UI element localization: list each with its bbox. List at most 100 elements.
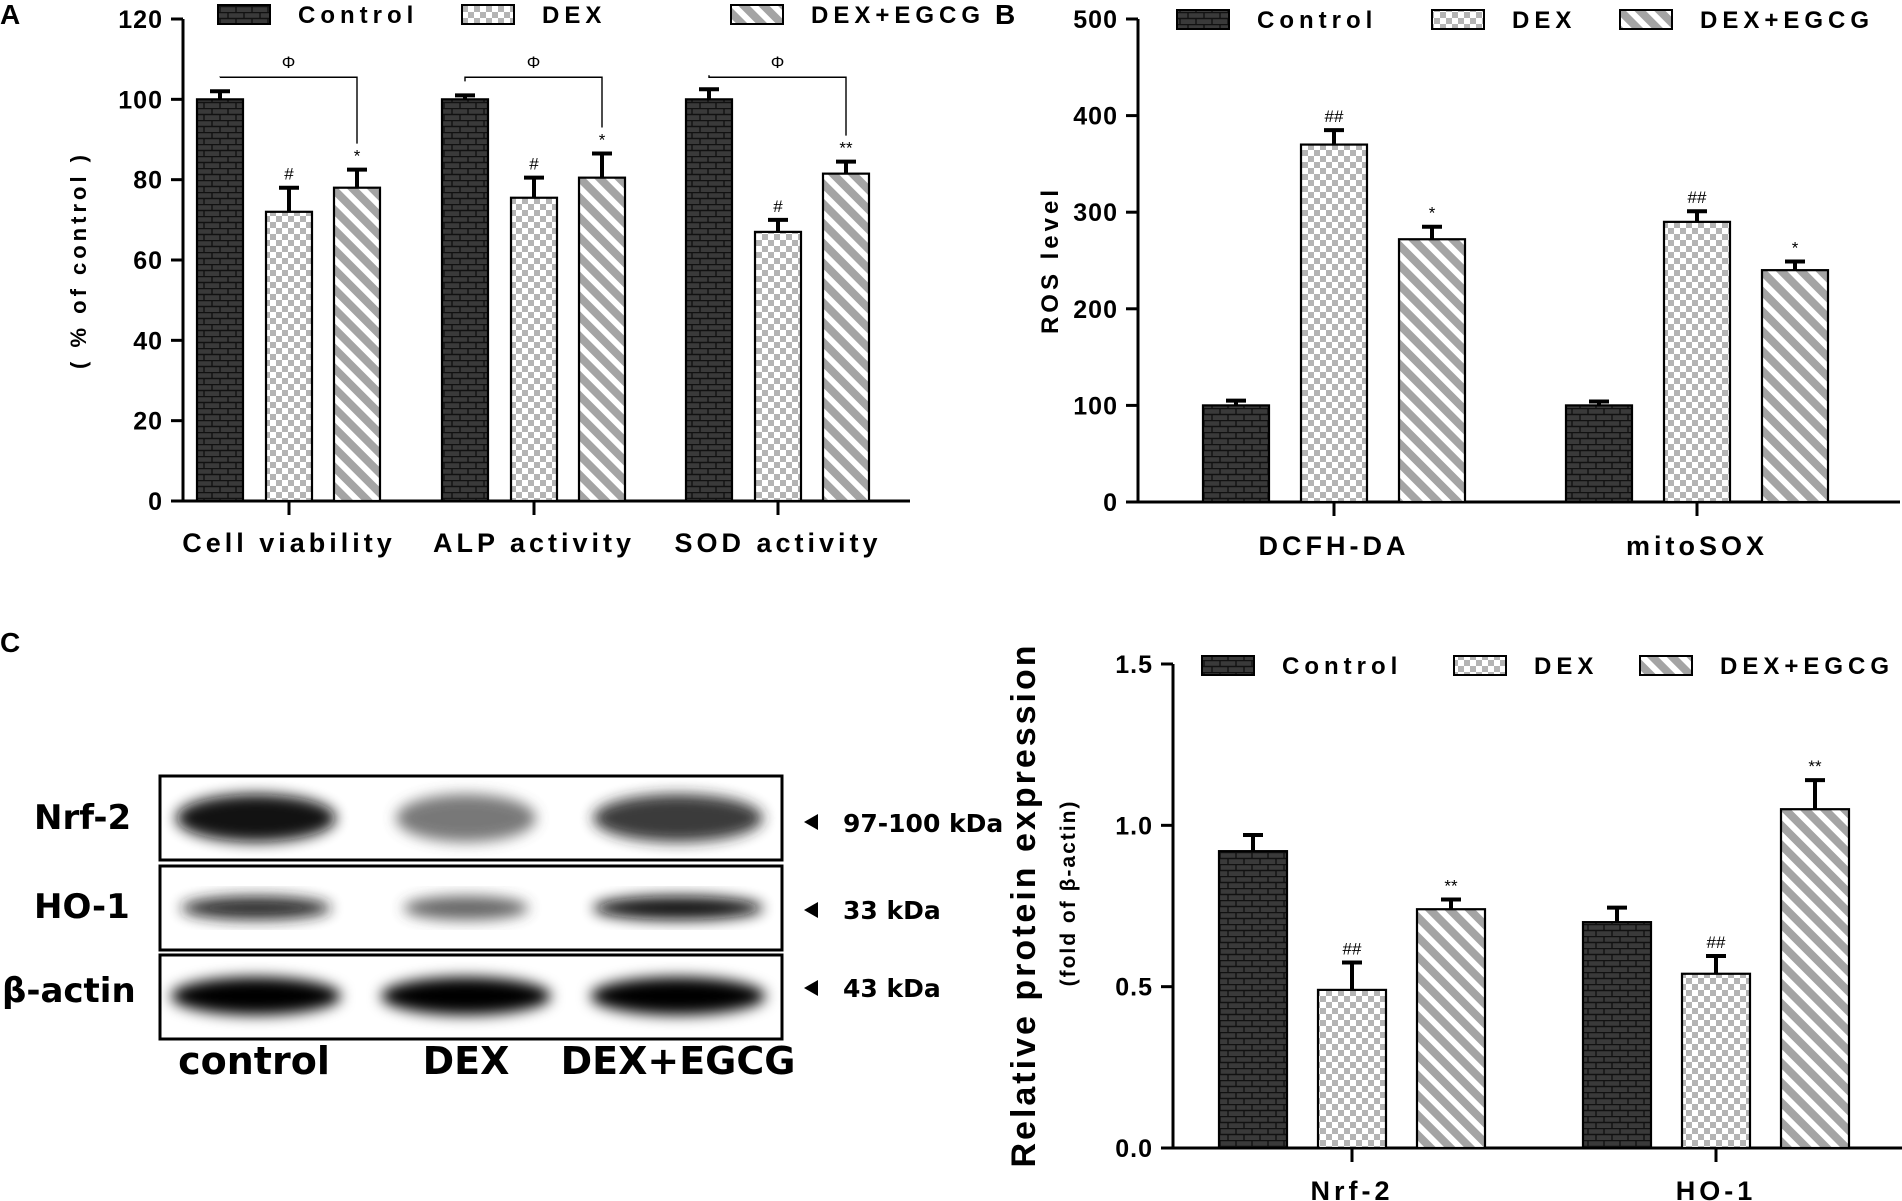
legend-label-dex: DEX	[1534, 653, 1598, 680]
blot-lane-dex-egcg: DEX+EGCG	[561, 1039, 796, 1083]
western-blot: Nrf-2 HO-1 β-actin 97-100 kDa 33 kDa 43 …	[2, 774, 1003, 1083]
bar-dex	[509, 196, 559, 503]
legend-swatch-control	[1176, 9, 1230, 30]
bar-control	[1217, 850, 1289, 1150]
bracket-marker: Φ	[771, 53, 785, 72]
blot-band	[593, 896, 763, 920]
y-tick-label: 500	[1073, 6, 1118, 34]
y-tick-label: 0.5	[1115, 974, 1153, 1002]
bar-dex-egcg	[1760, 269, 1830, 504]
blot-kda-nrf2: 97-100 kDa	[843, 809, 1003, 838]
legend-label-dex: DEX	[1512, 7, 1576, 34]
panel-label-a: A	[0, 0, 20, 30]
y-tick-label: 80	[133, 167, 163, 195]
significance-marker: #	[284, 165, 294, 184]
blot-band	[590, 977, 766, 1015]
bar-dex-egcg	[821, 172, 871, 503]
y-tick-label: 0	[1103, 489, 1118, 517]
y-tick-label: 200	[1073, 296, 1118, 324]
legend-label-dex-egcg: DEX+EGCG	[1720, 653, 1894, 680]
blot-band	[171, 977, 341, 1015]
y-tick-label: 1.0	[1115, 812, 1153, 840]
arrow-icon-ho1	[804, 902, 818, 918]
blot-row-label-ho1: HO-1	[34, 887, 130, 927]
significance-marker: **	[839, 139, 853, 158]
bar-control	[440, 98, 490, 503]
blot-kda-ho1: 33 kDa	[843, 896, 941, 925]
x-tick-label: mitoSOX	[1626, 531, 1768, 561]
significance-bracket	[708, 75, 847, 136]
chart-c: 0.0 0.5 1.0 1.5 Relative protein expression (…	[1005, 642, 1902, 1201]
significance-marker: ##	[1688, 188, 1707, 207]
y-tick-label: 120	[118, 6, 163, 34]
legend-label-dex: DEX	[542, 2, 606, 29]
bar-control	[1201, 404, 1271, 504]
bar-dex	[753, 230, 803, 503]
legend-label-dex-egcg: DEX+EGCG	[811, 2, 985, 29]
significance-bracket	[464, 76, 603, 128]
bar-dex	[1662, 220, 1732, 504]
legend-label-dex-egcg: DEX+EGCG	[1700, 7, 1874, 34]
panel-label-b: B	[995, 0, 1015, 30]
bar-dex	[1299, 143, 1369, 504]
y-tick-label: 100	[1073, 392, 1118, 420]
significance-marker: **	[1444, 877, 1458, 896]
significance-marker: ##	[1707, 933, 1726, 952]
y-tick-label: 0.0	[1115, 1135, 1153, 1163]
bracket-marker: Φ	[282, 53, 296, 72]
legend-swatch-control	[217, 4, 271, 25]
x-tick-label: HO-1	[1676, 1176, 1757, 1201]
blot-band	[381, 977, 551, 1015]
x-tick-label: ALP activity	[433, 528, 635, 558]
bar-dex-egcg	[1779, 808, 1851, 1150]
blot-bands	[171, 794, 766, 1015]
significance-marker: ##	[1343, 939, 1362, 958]
legend-swatch-dex-egcg	[730, 4, 784, 25]
significance-marker: #	[773, 197, 783, 216]
blot-band	[593, 794, 763, 842]
blot-lane-dex: DEX	[423, 1039, 510, 1083]
legend-label-control: Control	[1282, 653, 1402, 680]
y-tick-label: 1.5	[1115, 651, 1153, 679]
bracket-marker: Φ	[527, 53, 541, 72]
y-tick-label: 100	[118, 86, 163, 114]
y-axis-label: Relative protein expression	[1005, 642, 1043, 1167]
blot-band	[403, 896, 529, 920]
y-tick-label: 60	[133, 247, 163, 275]
bar-dex-egcg	[1397, 238, 1467, 504]
significance-marker: **	[1808, 757, 1822, 776]
legend-label-control: Control	[1257, 7, 1377, 34]
significance-marker: #	[529, 155, 539, 174]
y-tick-label: 300	[1073, 199, 1118, 227]
y-axis-label: ROS level	[1037, 186, 1064, 334]
bar-control	[195, 98, 245, 503]
significance-bracket	[219, 76, 358, 144]
legend-swatch-control	[1201, 655, 1255, 676]
blot-band	[176, 794, 336, 842]
bar-dex	[1680, 972, 1752, 1150]
legend-swatch-dex	[1453, 655, 1507, 676]
blot-row-label-nrf2: Nrf-2	[34, 798, 131, 838]
y-tick-label: 400	[1073, 103, 1118, 131]
y-axis-label-secondary: (fold of β-actin)	[1057, 800, 1080, 987]
bar-dex-egcg	[332, 186, 382, 503]
bar-dex-egcg	[1415, 908, 1487, 1150]
y-axis-label: ( % of control )	[66, 151, 91, 369]
legend-label-control: Control	[298, 2, 418, 29]
legend-swatch-dex	[461, 4, 515, 25]
bar-control	[684, 98, 734, 503]
chart-b: 0 100 200 300 400 500 ROS level DCFH-DA ## * mitoS…	[1037, 6, 1900, 561]
x-tick-label: Nrf-2	[1310, 1176, 1393, 1201]
bar-dex-egcg	[577, 176, 627, 503]
significance-marker: *	[354, 147, 361, 166]
significance-marker: *	[1429, 204, 1436, 223]
blot-row-label-actin: β-actin	[2, 971, 136, 1011]
x-tick-label: DCFH-DA	[1259, 531, 1410, 561]
significance-marker: ##	[1325, 107, 1344, 126]
x-tick-label: Cell viability	[182, 528, 396, 558]
blot-band	[396, 794, 536, 842]
significance-marker: *	[599, 131, 606, 150]
arrow-icon-actin	[804, 980, 818, 996]
legend-swatch-dex-egcg	[1619, 9, 1673, 30]
